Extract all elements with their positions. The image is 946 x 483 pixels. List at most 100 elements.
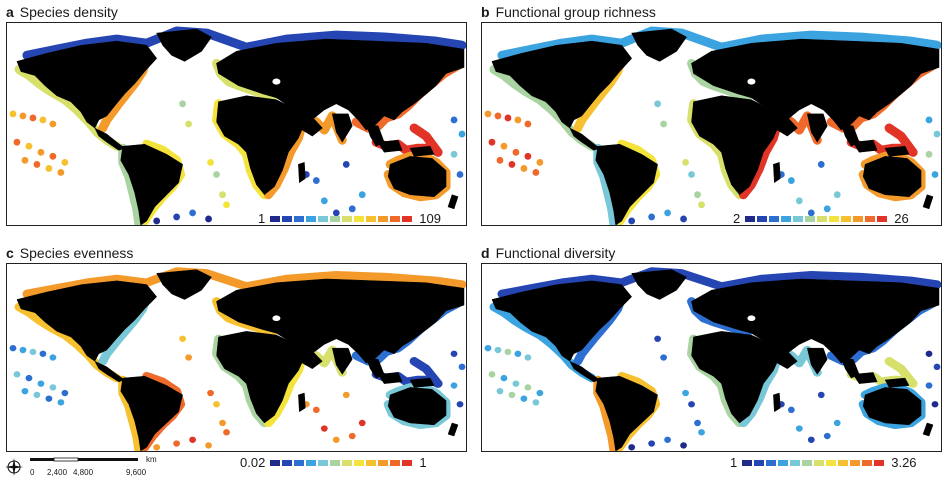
island-point <box>37 380 45 387</box>
island-point <box>496 387 504 395</box>
island-point <box>49 354 57 361</box>
island-point <box>205 215 212 223</box>
scale-tick: 4,800 <box>73 468 94 477</box>
legend-swatch <box>306 215 317 222</box>
island-point <box>189 436 196 443</box>
panel-title: d Functional diversity <box>481 245 616 261</box>
island-point <box>61 158 69 166</box>
island-point <box>694 419 701 427</box>
island-point <box>39 116 47 124</box>
island-point <box>925 116 933 124</box>
legend-swatch <box>778 459 789 466</box>
land-mass <box>387 156 447 197</box>
island-point <box>189 209 196 217</box>
island-point <box>698 201 705 209</box>
island-point <box>358 191 366 199</box>
land-mass <box>806 113 828 143</box>
legend-max: 26 <box>894 211 909 226</box>
island-point <box>39 350 47 357</box>
land-mass <box>415 79 427 99</box>
island-point <box>508 160 516 168</box>
panel-title: c Species evenness <box>6 245 134 261</box>
legend-swatch <box>270 215 281 222</box>
land-mass <box>595 143 658 225</box>
legend-swatch <box>829 215 840 222</box>
island-point <box>532 169 540 176</box>
map-graphic <box>9 26 466 225</box>
island-point <box>185 120 192 128</box>
land-mass <box>216 58 227 72</box>
island-point <box>458 130 466 138</box>
island-point <box>348 205 356 213</box>
world-map <box>481 22 942 226</box>
island-point <box>342 391 350 399</box>
island-point <box>524 354 532 361</box>
legend-swatch <box>354 459 365 466</box>
legend-swatch <box>754 459 765 466</box>
legend-swatch <box>390 215 401 222</box>
island-point <box>682 389 689 397</box>
coastal-band <box>497 26 941 60</box>
island-point <box>207 158 214 166</box>
island-point <box>219 191 226 199</box>
legend-swatch <box>282 215 293 222</box>
map-graphic <box>484 26 941 225</box>
coastal-band <box>497 267 941 299</box>
island-point <box>512 148 520 156</box>
legend-swatches <box>270 215 414 222</box>
island-point <box>9 110 17 118</box>
island-point <box>37 148 45 156</box>
island-point <box>500 142 508 150</box>
island-point <box>450 150 458 158</box>
island-point <box>512 380 520 387</box>
island-point <box>660 354 667 361</box>
inland-sea <box>272 78 281 85</box>
legend-swatch <box>270 459 281 466</box>
island-point <box>348 432 356 440</box>
legend-swatch <box>330 459 341 466</box>
legend-swatch <box>294 459 305 466</box>
legend-swatch <box>862 459 873 466</box>
island-point <box>694 191 701 199</box>
island-point <box>29 114 37 122</box>
island-point <box>698 429 705 436</box>
panel-title: a Species density <box>6 4 118 20</box>
scale-bar-graphic <box>30 457 138 462</box>
land-mass <box>852 372 878 384</box>
island-point <box>25 374 33 382</box>
island-point <box>13 138 21 146</box>
island-point <box>312 177 320 184</box>
island-point <box>532 399 540 406</box>
land-mass <box>216 297 227 310</box>
land-mass <box>156 269 212 300</box>
land-mass <box>409 377 435 388</box>
legend-swatch <box>318 459 329 466</box>
island-point <box>833 191 841 199</box>
legend-swatch <box>366 459 377 466</box>
legend-swatch <box>282 459 293 466</box>
island-point <box>524 152 532 160</box>
island-point <box>33 391 41 399</box>
legend-swatch <box>826 459 837 466</box>
island-point <box>312 406 320 414</box>
island-point <box>536 158 544 166</box>
island-point <box>628 444 636 451</box>
island-point <box>524 120 532 128</box>
land-mass <box>491 280 632 362</box>
island-point <box>795 197 803 205</box>
island-point <box>925 150 933 158</box>
island-point <box>207 389 214 397</box>
island-point <box>520 165 528 172</box>
land-mass <box>331 347 353 375</box>
island-point <box>524 384 532 391</box>
legend-swatch <box>817 215 828 222</box>
legend-swatch <box>354 215 365 222</box>
island-point <box>19 112 27 120</box>
land-mass <box>298 162 306 184</box>
legend-swatch <box>757 215 768 222</box>
island-point <box>213 171 220 178</box>
compass-rose-icon <box>5 458 23 476</box>
island-point <box>664 436 671 443</box>
color-legend: 1 109 <box>258 211 441 226</box>
land-mass <box>16 280 157 362</box>
